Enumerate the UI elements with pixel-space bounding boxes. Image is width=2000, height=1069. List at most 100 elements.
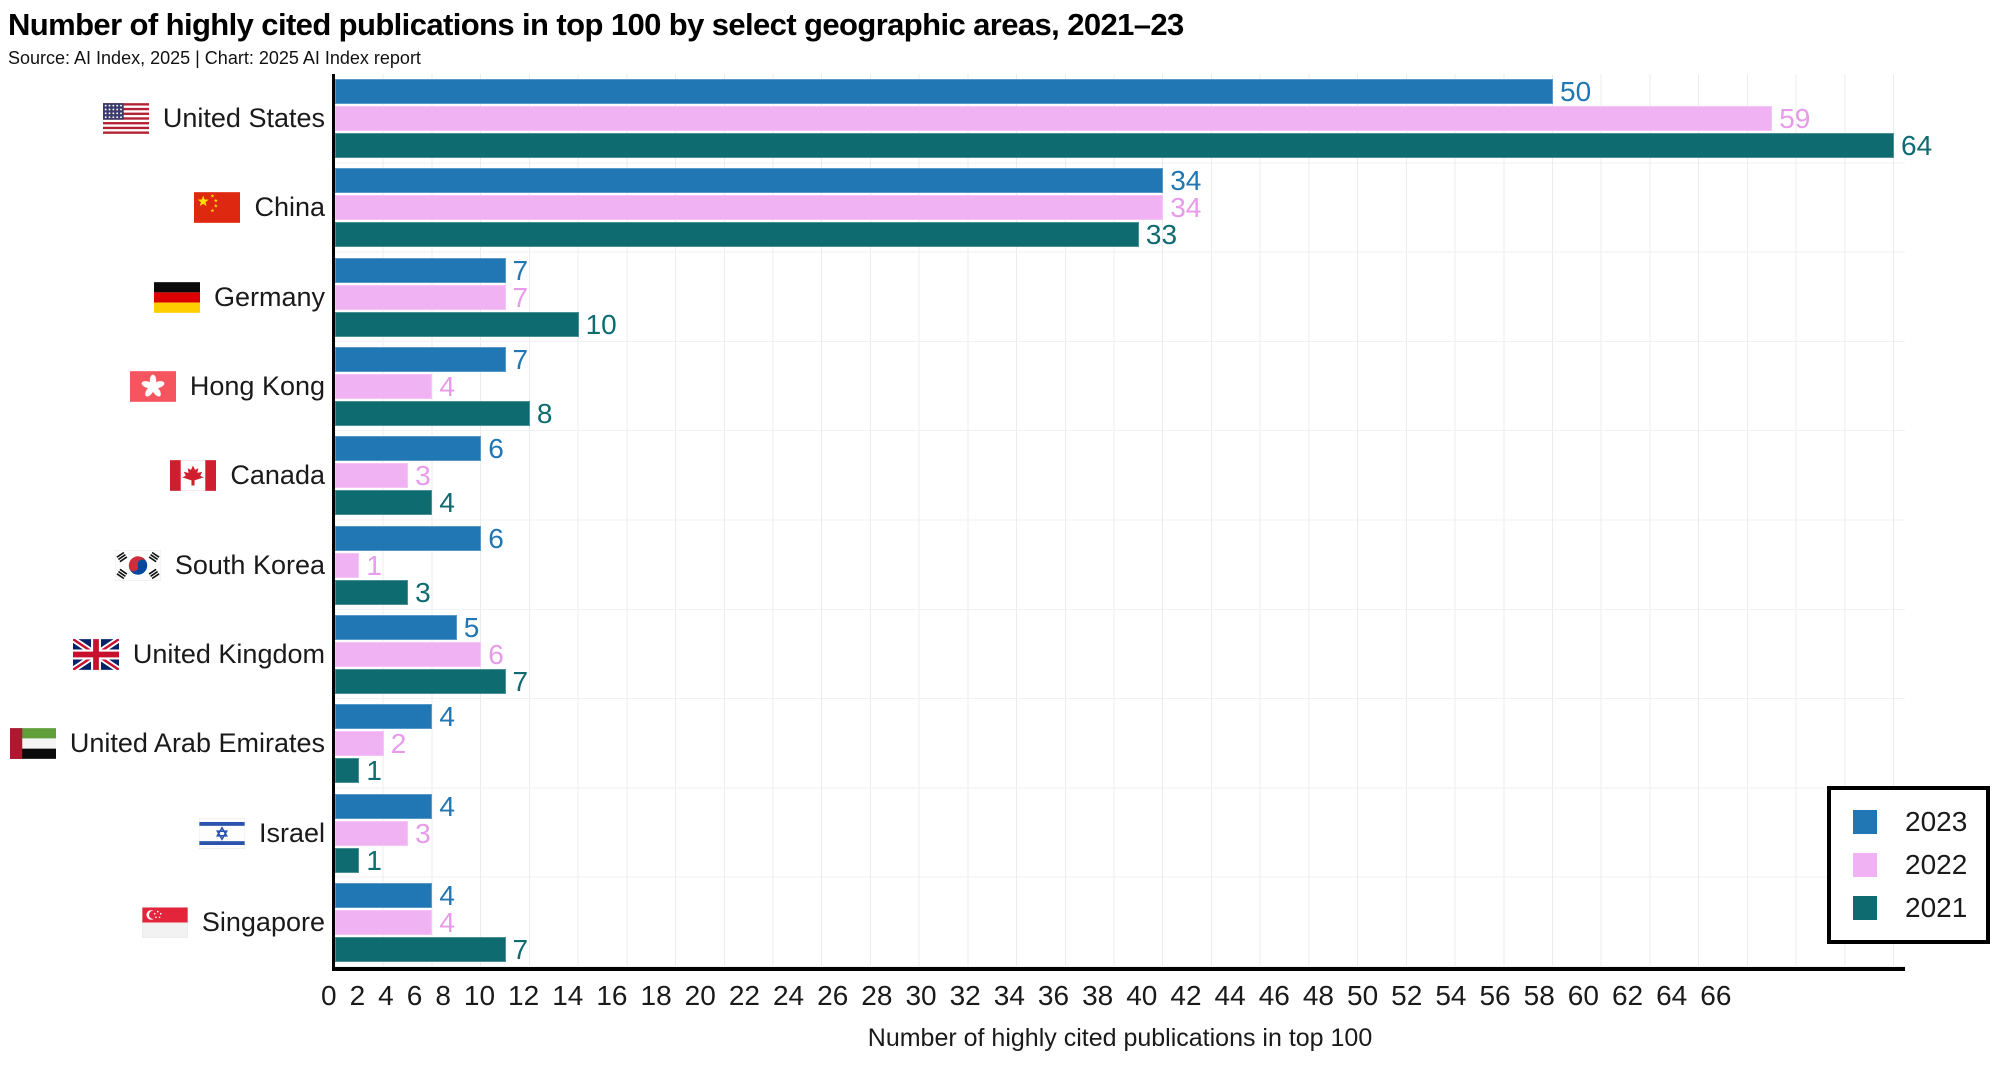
x-tick-label: 44 (1214, 980, 1246, 1011)
x-tick-label: 34 (993, 980, 1025, 1011)
bar-group: 7 4 8 (335, 342, 2000, 431)
legend-swatch (1853, 810, 1877, 834)
bar-value-label: 7 (512, 254, 529, 286)
bar-value-label: 7 (512, 344, 529, 376)
bar-value-label: 3 (415, 460, 431, 492)
cn-flag-icon (194, 192, 241, 224)
bar-2022 (335, 195, 1164, 221)
category-label: Canada (230, 460, 325, 491)
x-tick-label: 40 (1126, 980, 1158, 1011)
bar-2023 (335, 436, 482, 462)
bar-group: 6 1 3 (335, 520, 2000, 609)
bar-value-label: 4 (439, 879, 455, 911)
bar-value-label: 4 (439, 371, 455, 403)
bar-2023 (335, 614, 457, 640)
x-tick-label: 8 (435, 980, 451, 1011)
x-tick-label: 54 (1435, 980, 1467, 1011)
chart-area: United States 50 59 64 China 34 34 33 Germany 7 7 1… (0, 74, 2000, 971)
x-tick-label: 12 (508, 980, 540, 1011)
country-row-ca: Canada 6 3 4 (0, 431, 2000, 520)
bar-line: 4 (335, 879, 2000, 911)
country-row-kr: South Korea 6 1 3 (0, 520, 2000, 609)
bar-value-label: 10 (585, 308, 617, 340)
legend-swatch (1853, 853, 1877, 877)
x-tick-label: 18 (640, 980, 672, 1011)
x-axis-title: Number of highly cited publications in t… (867, 1024, 1373, 1052)
bar-2021 (335, 579, 409, 605)
country-row-hk: Hong Kong 7 4 8 (0, 342, 2000, 431)
bar-line: 34 (335, 167, 2000, 195)
bar-value-label: 50 (1560, 76, 1592, 108)
bar-line: 4 (335, 701, 2000, 733)
bar-value-label: 6 (488, 638, 504, 670)
bar-2022 (335, 820, 409, 846)
bar-line: 50 (335, 76, 2000, 108)
bar-line: 7 (335, 933, 2000, 965)
category-label-cell: United States (0, 74, 335, 163)
il-flag-icon (198, 817, 245, 849)
ae-flag-icon (9, 728, 56, 760)
country-row-gb: United Kingdom 5 6 7 (0, 610, 2000, 699)
bar-line: 34 (335, 194, 2000, 222)
legend-label: 2023 (1905, 806, 1968, 837)
ca-flag-icon (170, 460, 217, 492)
legend-item-2022: 2022 (1853, 849, 1986, 881)
country-row-sg: Singapore 4 4 7 (0, 878, 2000, 967)
x-tick-label: 10 (463, 980, 496, 1011)
bar-line: 4 (335, 792, 2000, 820)
bar-line: 3 (335, 578, 2000, 606)
bar-2023 (335, 704, 433, 730)
x-tick-label: 30 (905, 980, 937, 1011)
bar-value-label: 7 (512, 665, 529, 697)
category-label: United Kingdom (132, 638, 325, 669)
legend-item-2021: 2021 (1853, 892, 1986, 924)
legend-item-2023: 2023 (1853, 806, 1986, 838)
bar-value-label: 59 (1779, 103, 1811, 135)
x-tick-label: 32 (949, 980, 981, 1011)
bar-2021 (335, 311, 579, 337)
bar-line: 2 (335, 730, 2000, 758)
bar-2023 (335, 347, 506, 373)
bar-line: 7 (335, 254, 2000, 286)
bar-line: 4 (335, 908, 2000, 936)
kr-flag-icon (114, 549, 161, 581)
category-label: United States (162, 103, 325, 134)
category-label: Israel (258, 817, 325, 848)
bar-2023 (335, 525, 482, 551)
bar-value-label: 4 (439, 487, 455, 519)
bar-value-label: 6 (488, 522, 504, 554)
bar-2022 (335, 731, 384, 757)
bar-2022 (335, 463, 409, 489)
x-tick-label: 20 (684, 980, 716, 1011)
category-label-cell: Israel (0, 788, 335, 877)
category-label: South Korea (174, 549, 325, 580)
bar-value-label: 33 (1145, 219, 1178, 251)
bar-line: 6 (335, 433, 2000, 465)
bar-line: 7 (335, 344, 2000, 376)
legend-swatch (1853, 896, 1877, 920)
bar-value-label: 7 (512, 933, 529, 965)
category-label-cell: South Korea (0, 520, 335, 609)
bar-value-label: 7 (512, 281, 529, 313)
bar-line: 3 (335, 819, 2000, 847)
category-label-cell: United Kingdom (0, 610, 335, 699)
category-label: Germany (213, 281, 325, 312)
bar-2023 (335, 168, 1164, 194)
bar-value-label: 1 (366, 844, 382, 876)
legend-box: 2023 2022 2021 (1827, 786, 1990, 944)
bar-line: 4 (335, 487, 2000, 519)
category-label-cell: United Arab Emirates (0, 699, 335, 788)
bar-value-label: 6 (488, 433, 504, 465)
bar-2022 (335, 641, 482, 667)
bar-group: 7 7 10 (335, 253, 2000, 342)
x-tick-label: 36 (1037, 980, 1070, 1011)
x-tick-label: 52 (1391, 980, 1423, 1011)
bar-2022 (335, 909, 433, 935)
bar-rows: United States 50 59 64 China 34 34 33 Germany 7 7 1… (0, 74, 2000, 967)
bar-value-label: 4 (439, 701, 455, 733)
bar-2021 (335, 133, 1894, 159)
x-tick-label: 22 (728, 980, 760, 1011)
bar-2021 (335, 668, 506, 694)
